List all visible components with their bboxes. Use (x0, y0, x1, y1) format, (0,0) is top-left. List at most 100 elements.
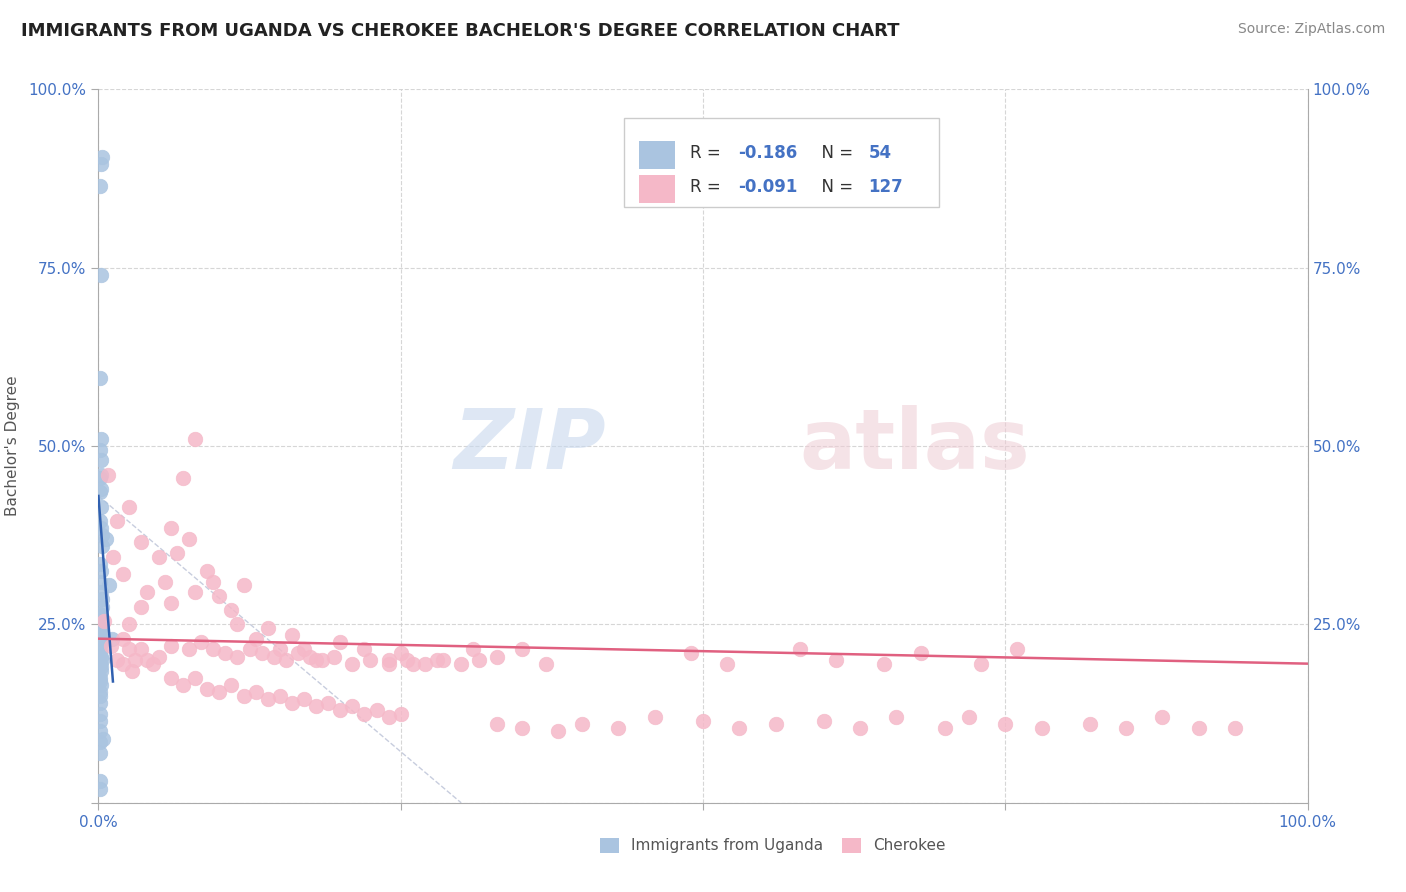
Point (463, 642, 485, 657)
Point (377, 653, 399, 667)
Point (269, 642, 291, 657)
Point (323, 649, 346, 664)
Point (765, 717, 787, 731)
Point (221, 603, 243, 617)
Point (226, 617, 249, 632)
Point (994, 717, 1017, 731)
Point (184, 671, 207, 685)
Point (135, 653, 157, 667)
Point (90, 678, 112, 692)
Point (90, 482, 112, 496)
Point (256, 621, 278, 635)
Point (93, 614, 115, 628)
Point (91, 653, 114, 667)
Bar (842, 838, 860, 854)
Point (90, 453, 112, 467)
Point (644, 710, 666, 724)
Point (105, 653, 128, 667)
Point (208, 685, 231, 699)
Point (432, 653, 454, 667)
Point (91, 635, 114, 649)
Point (89, 781, 111, 796)
Bar (624, 118, 939, 207)
Point (89, 735, 111, 749)
Point (281, 696, 304, 710)
Point (90, 660, 112, 674)
Point (90, 521, 112, 535)
Point (292, 692, 315, 706)
Point (486, 649, 509, 664)
Point (179, 642, 201, 657)
Point (118, 617, 141, 632)
Point (142, 657, 165, 671)
Point (89, 671, 111, 685)
Point (679, 646, 702, 660)
Point (91, 528, 114, 542)
Point (389, 706, 412, 721)
Point (426, 653, 449, 667)
Y-axis label: Bachelor's Degree: Bachelor's Degree (6, 376, 20, 516)
Text: ZIP: ZIP (454, 406, 606, 486)
Point (450, 657, 472, 671)
Point (90, 432, 112, 446)
Point (90, 632, 112, 646)
Point (934, 721, 956, 735)
Point (89, 774, 111, 789)
Text: Cherokee: Cherokee (873, 838, 945, 853)
Point (813, 714, 835, 728)
Point (342, 699, 364, 714)
Point (111, 632, 134, 646)
Point (692, 714, 714, 728)
Point (89, 471, 111, 485)
Point (311, 653, 333, 667)
Point (274, 653, 297, 667)
Point (299, 649, 322, 664)
Point (90, 467, 112, 482)
Point (90, 621, 112, 635)
Point (135, 585, 157, 599)
Point (129, 599, 152, 614)
Point (89, 371, 111, 385)
Point (825, 653, 848, 667)
Point (100, 639, 122, 653)
Point (179, 532, 201, 546)
Point (97, 467, 120, 482)
Point (728, 721, 751, 735)
Point (89, 714, 111, 728)
Point (232, 689, 254, 703)
Bar (638, 141, 675, 169)
Point (250, 646, 273, 660)
Point (160, 596, 183, 610)
Bar (638, 175, 675, 203)
Point (90, 564, 112, 578)
Text: R =: R = (690, 178, 725, 196)
Text: IMMIGRANTS FROM UGANDA VS CHEROKEE BACHELOR'S DEGREE CORRELATION CHART: IMMIGRANTS FROM UGANDA VS CHEROKEE BACHE… (21, 22, 900, 40)
Point (353, 706, 375, 721)
Point (118, 642, 141, 657)
Point (90, 157, 112, 171)
Point (153, 574, 176, 589)
Point (90, 649, 112, 664)
Point (329, 703, 352, 717)
Point (547, 724, 569, 739)
Point (886, 710, 908, 724)
Point (263, 649, 285, 664)
Point (873, 657, 896, 671)
Point (111, 567, 134, 582)
Point (89, 442, 111, 457)
Point (90, 585, 112, 599)
Point (245, 632, 267, 646)
Point (366, 703, 388, 717)
Point (226, 649, 249, 664)
Bar (600, 838, 619, 854)
Point (166, 546, 188, 560)
Point (607, 721, 630, 735)
Point (190, 635, 212, 649)
Point (91, 599, 114, 614)
Text: Source: ZipAtlas.com: Source: ZipAtlas.com (1237, 22, 1385, 37)
Point (571, 717, 593, 731)
Point (910, 646, 932, 660)
Point (195, 681, 218, 696)
Point (789, 642, 811, 657)
Point (1152, 710, 1174, 724)
